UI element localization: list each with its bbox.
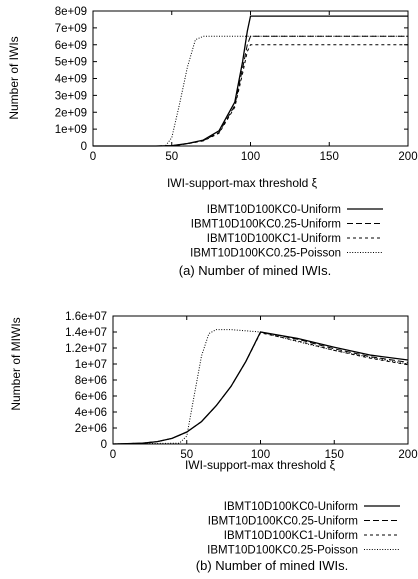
- chart-a: 0 50 100 150 200 0 1e+09 2e+09 3e+09 4e+09 5e+09 6e…: [7, 6, 418, 278]
- chart-b-plot-border: [112, 315, 409, 445]
- chart-a-ytick-label: 4e+09: [55, 74, 87, 86]
- chart-a-xtick-label: 200: [398, 151, 417, 163]
- chart-a-series-line-2: [93, 35, 408, 147]
- chart-a-series-line-1: [93, 15, 408, 147]
- chart-a-series: [93, 15, 408, 147]
- chart-a-ytick-label: 5e+09: [55, 57, 87, 69]
- chart-b-series-line-4: [112, 329, 409, 445]
- chart-a-ytick-label: 7e+09: [55, 23, 87, 35]
- chart-b-xtick-label: 200: [398, 449, 417, 461]
- chart-b-legend-label-1: IBMT10D100KC0-Uniform: [224, 501, 358, 513]
- chart-b-series-line-1: [112, 331, 409, 445]
- chart-b-xlabel: IWI-support-max threshold ξ: [185, 458, 336, 472]
- chart-b-xtick-label: 0: [110, 449, 116, 461]
- chart-b-series-line-2: [112, 331, 409, 445]
- chart-a-xtick-label: 50: [165, 151, 178, 163]
- chart-a-legend-label-4: IBMT10D100KC0.25-Poisson: [190, 248, 341, 260]
- chart-a-ytick-label: 6e+09: [55, 40, 87, 52]
- chart-a-xlabel: IWI-support-max threshold ξ: [167, 176, 318, 190]
- chart-a-caption: (a) Number of mined IWIs.: [179, 263, 331, 278]
- chart-b-ytick-label: 4e+06: [75, 407, 107, 419]
- chart-a-ytick-label: 3e+09: [55, 90, 87, 102]
- chart-b-caption: (b) Number of mined IWIs.: [196, 558, 348, 573]
- chart-a-frame: [92, 10, 409, 147]
- chart-a-ylabel: Number of IWIs: [7, 36, 21, 119]
- chart-b-series-line-3: [112, 332, 409, 445]
- chart-a-legend-label-3: IBMT10D100KC1-Uniform: [207, 233, 341, 245]
- chart-a-series-line-4: [93, 35, 408, 147]
- chart-b-ytick-label: 1.2e+07: [65, 343, 107, 355]
- chart-b-ytick-label: 0: [101, 439, 107, 451]
- chart-a-ticks: 0 50 100 150 200 0 1e+09 2e+09 3e+09 4e+09 5e+09 6e…: [55, 6, 418, 163]
- chart-a-xtick-label: 100: [241, 151, 260, 163]
- chart-b-xtick-label: 50: [180, 449, 193, 461]
- chart-a-xtick-label: 150: [320, 151, 339, 163]
- chart-a-plot-border: [92, 10, 409, 147]
- chart-a-legend-label-1: IBMT10D100KC0-Uniform: [207, 204, 341, 216]
- chart-b-ytick-label: 1.6e+07: [65, 311, 107, 323]
- chart-a-ytick-label: 8e+09: [55, 6, 87, 18]
- chart-b-ytick-label: 8e+06: [75, 375, 107, 387]
- chart-a-legend-label-2: IBMT10D100KC0.25-Uniform: [191, 219, 341, 231]
- chart-b-series: [112, 329, 409, 445]
- chart-b: 0 50 100 150 200 0 2e+06 4e+06 6e+06 8e+06 1e+07 1.…: [9, 311, 418, 573]
- chart-a-ytick-label: 1e+09: [55, 124, 87, 136]
- chart-b-ytick-label: 2e+06: [75, 423, 107, 435]
- chart-b-legend-label-2: IBMT10D100KC0.25-Uniform: [208, 516, 358, 528]
- chart-b-ytick-label: 1e+07: [75, 359, 107, 371]
- chart-a-xtick-label: 0: [90, 151, 96, 163]
- chart-b-ytick-label: 1.4e+07: [65, 327, 107, 339]
- chart-b-ticks: 0 50 100 150 200 0 2e+06 4e+06 6e+06 8e+06 1e+07 1.…: [65, 311, 417, 461]
- chart-a-legend: IBMT10D100KC0-Uniform IBMT10D100KC0.25-Un…: [190, 204, 383, 260]
- chart-b-legend: IBMT10D100KC0-Uniform IBMT10D100KC0.25-Un…: [207, 501, 400, 557]
- chart-a-series-line-3: [93, 44, 408, 147]
- chart-b-xtick-label: 100: [251, 449, 270, 461]
- chart-b-frame: [112, 315, 409, 445]
- chart-a-ytick-label: 0: [81, 141, 87, 153]
- chart-a-ytick-label: 2e+09: [55, 107, 87, 119]
- chart-b-ytick-label: 6e+06: [75, 391, 107, 403]
- chart-b-legend-label-4: IBMT10D100KC0.25-Poisson: [207, 545, 358, 557]
- chart-b-legend-label-3: IBMT10D100KC1-Uniform: [224, 530, 358, 542]
- chart-b-xtick-label: 150: [325, 449, 344, 461]
- chart-b-ylabel: Number of MIWIs: [9, 317, 23, 410]
